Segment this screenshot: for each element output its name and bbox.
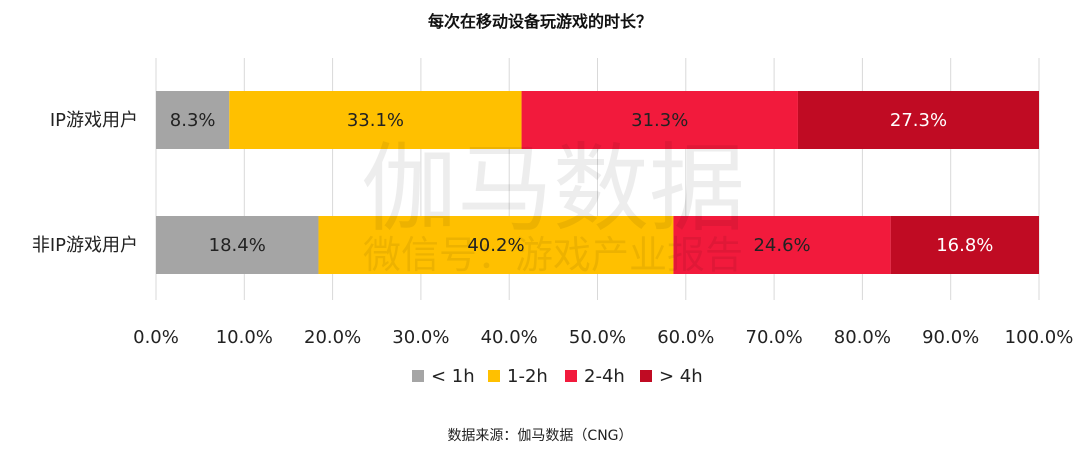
x-tick-label: 40.0%: [481, 327, 538, 348]
data-label: 18.4%: [209, 235, 266, 256]
x-tick-label: 90.0%: [922, 327, 979, 348]
legend-swatch-2-4h: [565, 370, 577, 382]
legend-swatch-4h: [640, 370, 652, 382]
bar-segment-2-4h-1: [673, 216, 891, 274]
legend-label: 2-4h: [584, 366, 625, 387]
watermark: 伽马数据 微信号：游戏产业报告: [361, 133, 745, 277]
x-tick-label: 20.0%: [304, 327, 361, 348]
bar-segment-4h-1: [890, 216, 1039, 274]
data-label: 33.1%: [347, 110, 404, 131]
x-tick-label: 10.0%: [216, 327, 273, 348]
legend-label: > 4h: [659, 366, 703, 387]
data-label: 8.3%: [170, 110, 216, 131]
x-tick-labels: 0.0% 10.0% 20.0% 30.0% 40.0% 50.0% 60.0% 70.0% 8…: [133, 327, 1073, 348]
bar-segment-1h-0: [156, 91, 230, 149]
source-note: 数据来源：伽马数据（CNG）: [447, 428, 632, 444]
bars: 8.3% 33.1% 31.3% 27.3% 18.4% 40.2% 24.6% 16.8%: [156, 91, 1039, 274]
bar-segment-2-4h-0: [521, 91, 798, 149]
x-tick-label: 30.0%: [392, 327, 449, 348]
x-tick-label: 100.0%: [1005, 327, 1074, 348]
watermark-subtitle: 微信号：游戏产业报告: [363, 233, 743, 277]
watermark-title: 伽马数据: [361, 133, 745, 245]
data-label: 16.8%: [936, 235, 993, 256]
bar-segment-4h-0: [797, 91, 1039, 149]
legend: < 1h 1-2h 2-4h > 4h: [412, 366, 703, 387]
bar-segment-1-2h-0: [229, 91, 522, 149]
x-tick-label: 60.0%: [657, 327, 714, 348]
data-label: 40.2%: [467, 235, 524, 256]
legend-label: < 1h: [431, 366, 475, 387]
chart-title: 每次在移动设备玩游戏的时长？: [428, 12, 652, 31]
category-label: IP游戏用户: [50, 110, 138, 131]
category-label: 非IP游戏用户: [32, 235, 138, 256]
bar-segment-1h-1: [156, 216, 319, 274]
data-label: 27.3%: [890, 110, 947, 131]
x-tick-label: 80.0%: [834, 327, 891, 348]
data-label: 24.6%: [753, 235, 810, 256]
x-tick-label: 0.0%: [133, 327, 179, 348]
legend-label: 1-2h: [507, 366, 548, 387]
x-tick-label: 70.0%: [746, 327, 803, 348]
x-tick-label: 50.0%: [569, 327, 626, 348]
legend-swatch-1-2h: [488, 370, 500, 382]
bar-segment-1-2h-1: [318, 216, 674, 274]
data-label: 31.3%: [631, 110, 688, 131]
legend-swatch-1h: [412, 370, 424, 382]
